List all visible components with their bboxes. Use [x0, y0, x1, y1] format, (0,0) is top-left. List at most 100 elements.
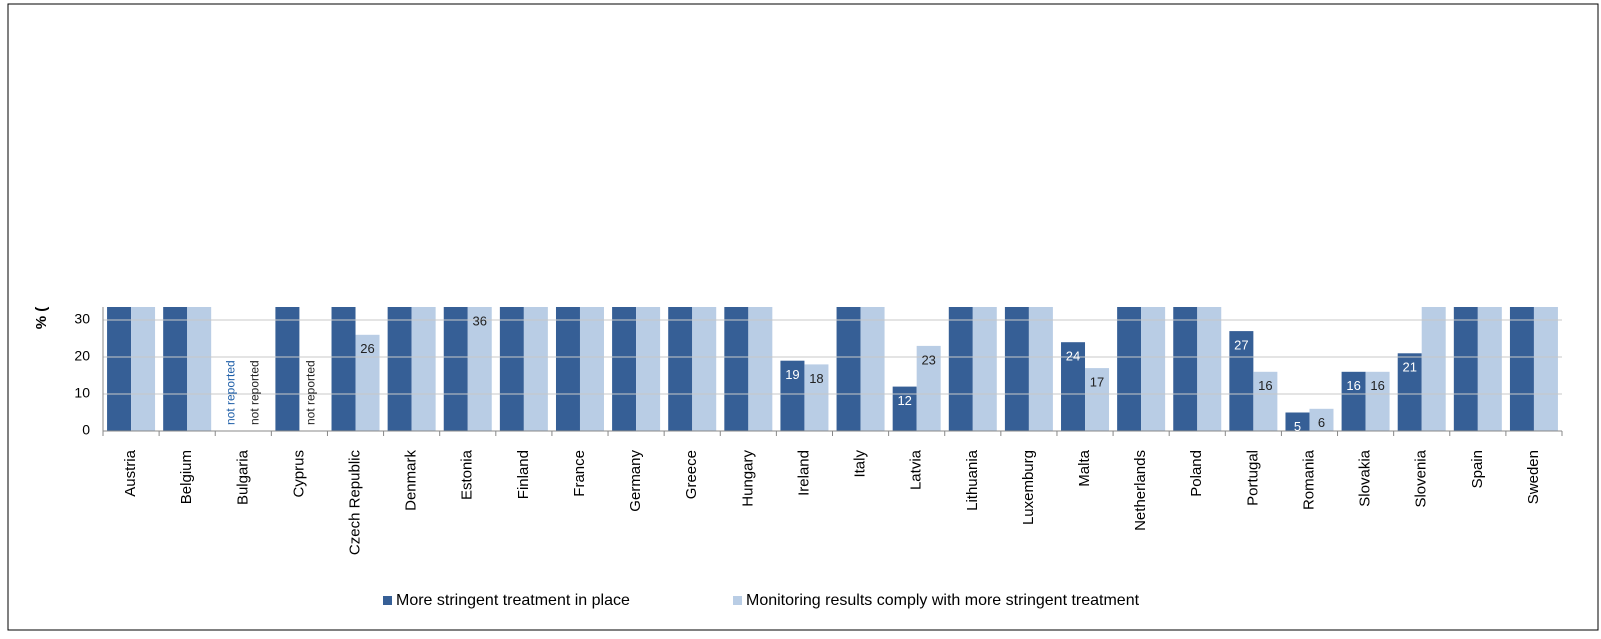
value-label: not reported: [223, 360, 237, 425]
x-tick-label: Germany: [627, 450, 644, 512]
bar: [411, 307, 436, 431]
value-label: not reported: [304, 360, 318, 425]
bar: [948, 307, 973, 431]
frame: [7, 3, 1599, 631]
bar: [836, 307, 861, 431]
x-tick-label: Luxemburg: [1020, 450, 1037, 525]
bar: [1533, 307, 1558, 431]
bar: [107, 307, 132, 431]
bar: [1509, 307, 1534, 431]
bar: [275, 307, 300, 431]
bar: [724, 307, 749, 431]
x-tick-label: Finland: [515, 450, 532, 499]
value-label: 24: [1066, 349, 1080, 364]
x-tick-label: Portugal: [1244, 450, 1261, 506]
value-label: 36: [473, 313, 487, 328]
bar: [860, 307, 885, 431]
x-tick-label: Latvia: [908, 449, 925, 490]
legend-label: More stringent treatment in place: [396, 592, 630, 609]
bar: [1285, 412, 1310, 431]
bar: [1421, 307, 1446, 431]
bar: [748, 307, 773, 431]
bar: [972, 307, 997, 431]
bar: [1085, 368, 1110, 431]
bar: [1173, 307, 1198, 431]
bar: [916, 345, 941, 431]
value-label: 26: [360, 341, 374, 356]
x-tick-label: France: [571, 450, 588, 497]
bar: [355, 334, 380, 431]
x-tick-label: Spain: [1469, 450, 1486, 488]
bar: [579, 307, 604, 431]
bar: [523, 307, 548, 431]
bar: [1229, 331, 1254, 431]
x-tick-label: Netherlands: [1132, 450, 1149, 531]
bar: [163, 307, 188, 431]
legend-label: Monitoring results comply with more stri…: [746, 592, 1140, 609]
value-label: 19: [785, 367, 799, 382]
bar: [668, 307, 693, 431]
x-tick-label: Slovakia: [1357, 449, 1374, 506]
bar: [443, 307, 468, 431]
y-tick-label: 30: [74, 311, 90, 327]
bar: [467, 307, 492, 431]
value-label: 16: [1370, 378, 1384, 393]
bar: [692, 307, 717, 431]
x-tick-label: Sweden: [1525, 450, 1542, 504]
x-tick-label: Hungary: [739, 450, 756, 507]
bar: [331, 307, 356, 431]
bar: [636, 307, 661, 431]
x-tick-label: Cyprus: [290, 450, 307, 498]
value-label: 16: [1346, 378, 1360, 393]
value-label: 21: [1402, 360, 1416, 375]
bar: [499, 307, 524, 431]
x-tick-label: Bulgaria: [234, 449, 251, 505]
y-axis-label: % (: [33, 307, 50, 330]
value-label: 23: [921, 352, 935, 367]
legend-swatch: [733, 596, 742, 605]
bar: [1453, 307, 1478, 431]
value-label: 18: [809, 371, 823, 386]
x-tick-label: Belgium: [178, 450, 195, 504]
bar: [1397, 353, 1422, 431]
bar: [187, 307, 212, 431]
bar: [612, 307, 637, 431]
bar: [804, 364, 829, 431]
x-tick-label: Lithuania: [964, 449, 981, 511]
bar: [1197, 307, 1222, 431]
x-tick-label: Denmark: [403, 450, 420, 511]
bar: [1477, 307, 1502, 431]
bar: [780, 360, 805, 431]
y-tick-label: 0: [82, 422, 90, 438]
bar: [1365, 371, 1390, 431]
x-tick-label: Estonia: [459, 449, 476, 500]
bar: [1028, 307, 1053, 431]
y-tick-label: 10: [74, 385, 90, 401]
bar: [131, 307, 156, 431]
value-label: 12: [897, 393, 911, 408]
value-label: 16: [1258, 378, 1272, 393]
x-tick-label: Slovenia: [1413, 449, 1430, 507]
bar: [1141, 307, 1166, 431]
x-tick-label: Malta: [1076, 449, 1093, 486]
bar: [1004, 307, 1029, 431]
x-tick-label: Czech Republic: [346, 450, 363, 556]
bar: [1253, 371, 1278, 431]
bar: [387, 307, 412, 431]
bar: [1117, 307, 1142, 431]
bar: [1309, 408, 1334, 431]
value-label: 27: [1234, 338, 1248, 353]
plot-area: [107, 307, 1558, 431]
x-tick-label: Ireland: [795, 450, 812, 496]
x-tick-label: Italy: [852, 450, 869, 478]
value-label: 5: [1294, 419, 1301, 434]
x-tick-label: Greece: [683, 450, 700, 499]
x-tick-label: Romania: [1300, 449, 1317, 510]
bar: [555, 307, 580, 431]
y-tick-label: 20: [74, 348, 90, 364]
legend-swatch: [383, 596, 392, 605]
x-tick-label: Austria: [122, 449, 139, 496]
value-label: not reported: [247, 360, 261, 425]
x-tick-label: Poland: [1188, 450, 1205, 497]
